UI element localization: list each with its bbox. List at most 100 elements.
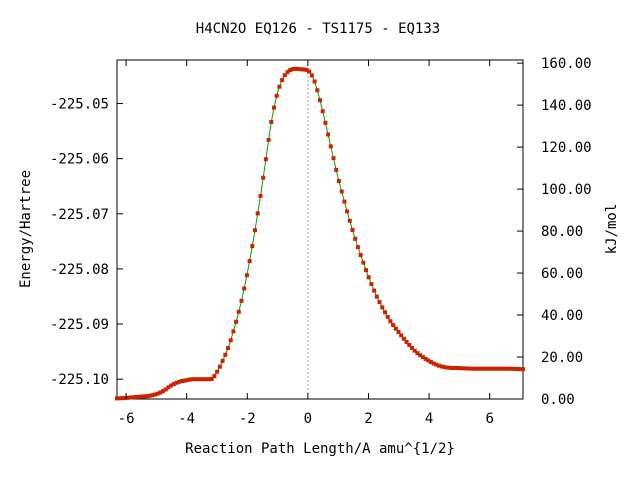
data-point-marker xyxy=(469,366,474,371)
data-point-marker xyxy=(407,343,412,347)
data-point-marker xyxy=(139,394,144,399)
data-point-marker xyxy=(415,351,420,356)
x-tick-label: -2 xyxy=(239,411,256,427)
x-axis-label: Reaction Path Length/A amu^{1/2} xyxy=(185,441,455,457)
data-point-marker xyxy=(391,323,396,328)
y2-tick-label: 140.00 xyxy=(541,98,592,114)
data-point-marker xyxy=(412,348,417,353)
data-point-marker xyxy=(447,365,452,370)
data-point-marker xyxy=(309,73,314,78)
data-point-marker xyxy=(477,366,482,371)
data-point-marker xyxy=(466,366,471,371)
data-point-marker xyxy=(350,228,355,232)
data-point-marker xyxy=(177,379,182,384)
data-point-marker xyxy=(472,366,477,371)
data-point-marker xyxy=(239,298,244,303)
energy-profile-line xyxy=(116,68,524,399)
data-point-marker xyxy=(480,366,485,371)
data-point-marker xyxy=(385,314,390,319)
data-point-marker xyxy=(326,132,331,137)
data-point-marker xyxy=(323,120,328,125)
data-point-marker xyxy=(115,396,119,401)
data-point-marker xyxy=(236,309,241,314)
data-point-marker xyxy=(404,339,409,344)
data-point-marker xyxy=(274,93,279,98)
data-point-marker xyxy=(399,333,404,338)
data-point-marker xyxy=(499,366,504,371)
data-point-marker xyxy=(188,377,193,382)
data-point-marker xyxy=(393,326,398,331)
data-point-marker xyxy=(336,179,341,183)
data-point-marker xyxy=(299,67,304,72)
data-point-marker xyxy=(231,329,236,334)
data-point-marker xyxy=(315,88,320,93)
data-point-marker xyxy=(193,377,198,382)
data-point-marker xyxy=(228,338,233,343)
data-point-marker xyxy=(155,391,160,396)
data-point-marker xyxy=(502,366,507,371)
data-point-marker xyxy=(372,288,377,293)
data-point-marker xyxy=(361,260,366,265)
x-tick-label: -6 xyxy=(118,411,135,427)
data-point-marker xyxy=(180,379,184,383)
data-point-marker xyxy=(418,353,423,358)
data-point-marker xyxy=(128,395,133,400)
data-point-marker xyxy=(304,67,309,72)
data-point-marker xyxy=(369,282,374,287)
data-point-marker xyxy=(445,365,450,370)
data-point-marker xyxy=(247,259,252,264)
y2-axis-label: kJ/mol xyxy=(604,204,620,255)
data-point-marker xyxy=(439,364,444,369)
data-point-marker xyxy=(204,377,209,382)
data-point-marker xyxy=(209,377,214,381)
data-point-marker xyxy=(353,236,358,241)
data-point-marker xyxy=(318,98,322,103)
y2-tick-label: 100.00 xyxy=(541,182,592,198)
data-point-marker xyxy=(410,345,414,350)
data-point-marker xyxy=(358,253,363,257)
data-point-marker xyxy=(483,366,488,371)
data-point-marker xyxy=(123,396,128,400)
y-tick-label: -225.08 xyxy=(50,262,109,278)
data-point-marker xyxy=(215,369,220,374)
data-point-marker xyxy=(144,394,149,399)
chart-title: H4CN2O EQ126 - TS1175 - EQ133 xyxy=(196,21,440,37)
data-point-marker xyxy=(125,395,130,400)
data-point-marker xyxy=(342,199,347,204)
y-tick-label: -225.10 xyxy=(50,372,109,388)
data-point-marker xyxy=(166,385,171,390)
data-point-marker xyxy=(347,218,352,223)
data-point-marker xyxy=(510,366,515,371)
data-point-marker xyxy=(190,377,195,382)
data-point-marker xyxy=(253,228,257,233)
data-point-marker xyxy=(280,78,285,83)
data-point-marker xyxy=(234,319,239,324)
data-point-marker xyxy=(334,167,339,172)
data-point-marker xyxy=(285,70,290,75)
data-point-marker xyxy=(496,366,501,371)
data-point-marker xyxy=(296,67,301,71)
data-point-marker xyxy=(217,364,222,369)
data-point-marker xyxy=(158,390,163,395)
data-point-marker xyxy=(198,377,203,382)
data-point-marker xyxy=(515,367,520,371)
data-point-marker xyxy=(331,156,336,161)
y2-tick-label: 20.00 xyxy=(541,350,583,366)
data-point-marker xyxy=(220,358,225,363)
data-point-marker xyxy=(431,361,436,366)
data-point-marker xyxy=(453,366,458,370)
data-point-marker xyxy=(355,245,360,250)
data-point-marker xyxy=(504,366,509,371)
data-point-marker xyxy=(434,362,439,367)
y2-tick-label: 60.00 xyxy=(541,266,583,282)
data-point-marker xyxy=(142,394,147,399)
data-point-marker xyxy=(171,382,176,386)
data-point-marker xyxy=(282,73,287,78)
data-point-marker xyxy=(420,355,425,360)
data-point-marker xyxy=(255,211,260,216)
y-tick-label: -225.09 xyxy=(50,317,109,333)
data-point-marker xyxy=(182,378,187,383)
data-point-marker xyxy=(150,393,155,398)
data-point-marker xyxy=(133,395,138,399)
